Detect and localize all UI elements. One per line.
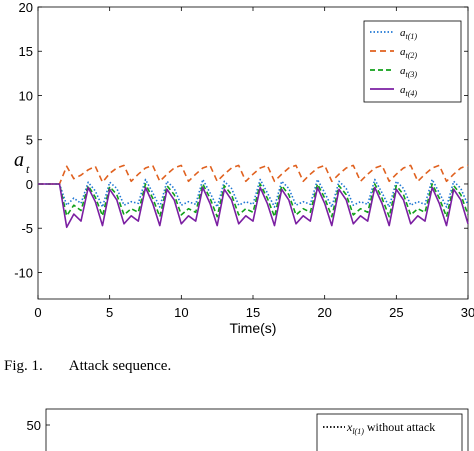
y-tick-label-2: 50 — [27, 418, 41, 433]
y-tick-label: -10 — [14, 265, 33, 280]
series-line-4 — [38, 183, 469, 229]
caption-text: Attack sequence. — [68, 358, 172, 374]
legend-label-1: at(1) — [400, 27, 417, 41]
y-tick-label: 0 — [26, 177, 33, 192]
x-tick-label: 25 — [389, 305, 403, 320]
series-line-1 — [38, 178, 469, 208]
x-tick-label: 0 — [34, 305, 41, 320]
y-axis-ticks: 20 15 10 5 0 -5 -10 — [14, 0, 468, 280]
legend-label-3: at(3) — [400, 65, 417, 79]
series-lines — [38, 164, 469, 229]
legend-label-2: at(2) — [400, 46, 417, 60]
y-tick-label: 10 — [19, 88, 33, 103]
y-axis-label-base: a — [14, 149, 24, 171]
plot-frame-2 — [45, 408, 469, 451]
y-tick-label: 20 — [19, 0, 33, 15]
x-tick-label: 30 — [461, 305, 474, 320]
x-tick-label: 5 — [106, 305, 113, 320]
series-line-3 — [38, 183, 469, 218]
figure-caption: Fig. 1. Attack sequence. — [4, 358, 171, 375]
caption-label: Fig. 1. — [4, 358, 43, 374]
attack-sequence-chart: 20 15 10 5 0 -5 -10 0 5 10 15 20 25 30 a t Time(s) a… — [14, 0, 474, 336]
legend-label-4: at(4) — [400, 84, 417, 98]
x-axis-label: Time(s) — [230, 320, 277, 336]
x-tick-label: 20 — [317, 305, 331, 320]
legend-label-2: xl(1) without attack — [346, 420, 435, 436]
y-axis-label: a t — [14, 149, 30, 176]
next-chart-partial: 50 xl(1) without attack — [27, 408, 469, 451]
y-tick-label: -5 — [21, 221, 33, 236]
y-tick-label: 5 — [26, 133, 33, 148]
y-tick-label: 15 — [19, 44, 33, 59]
x-tick-label: 10 — [174, 305, 188, 320]
x-tick-label: 15 — [246, 305, 260, 320]
y-axis-label-sub: t — [26, 162, 30, 176]
legend-items: at(1) at(2) at(3) at(4) — [370, 27, 417, 98]
legend: at(1) at(2) at(3) at(4) — [363, 20, 462, 103]
legend-box-2 — [316, 413, 463, 451]
series-line-2 — [38, 164, 469, 185]
x-axis-ticks: 0 5 10 15 20 25 30 — [34, 7, 474, 320]
